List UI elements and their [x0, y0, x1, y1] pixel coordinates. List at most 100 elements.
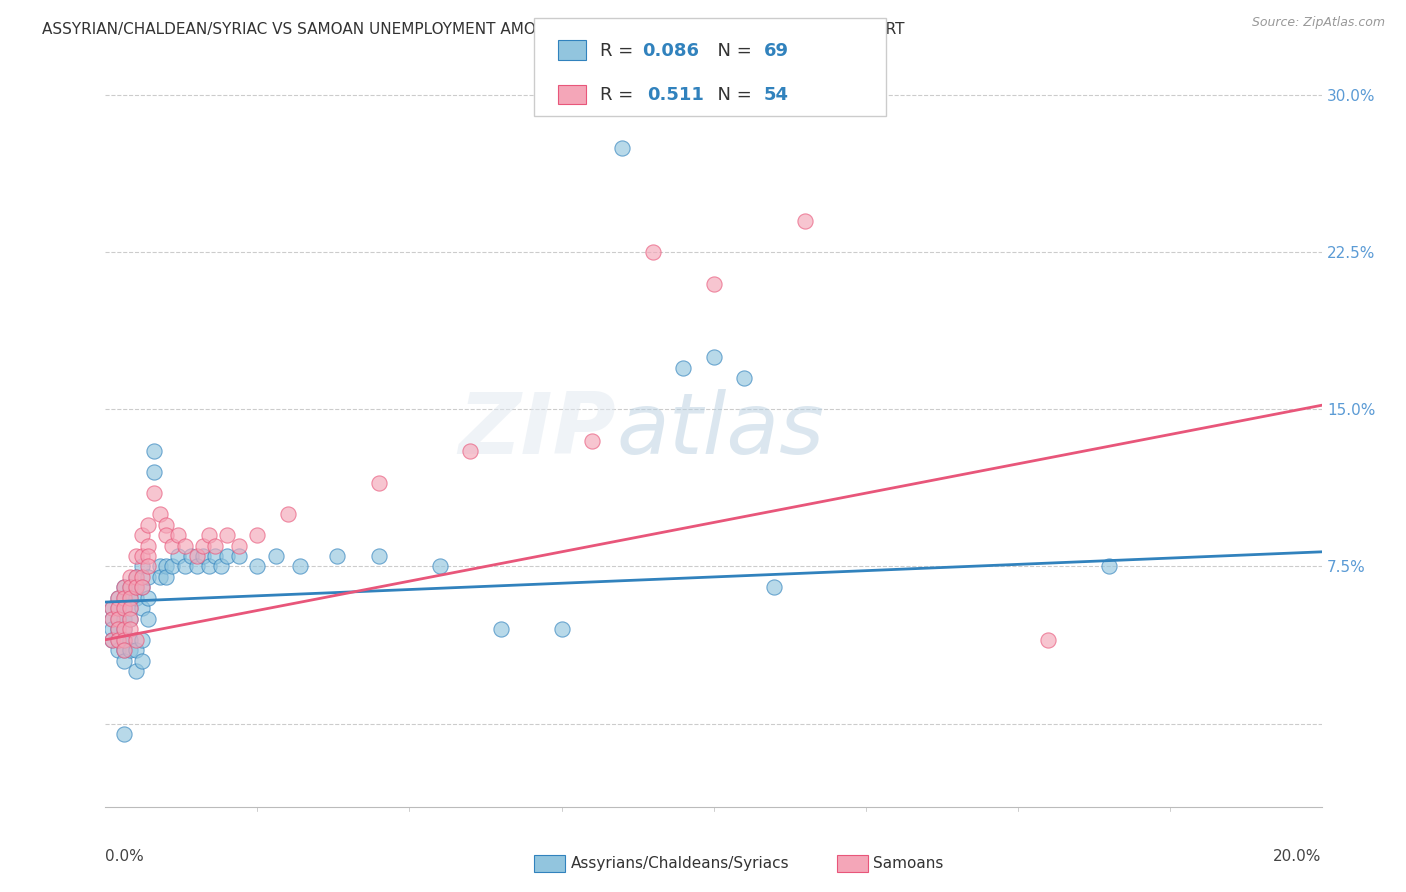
- Point: [763, 581, 786, 595]
- Point: [112, 632, 135, 647]
- Text: R =: R =: [600, 87, 645, 104]
- Point: [112, 654, 135, 668]
- Point: [107, 612, 129, 626]
- Point: [136, 612, 159, 626]
- Point: [702, 350, 725, 364]
- Point: [1036, 632, 1059, 647]
- Point: [118, 632, 141, 647]
- Point: [112, 622, 135, 636]
- Point: [131, 581, 153, 595]
- Point: [672, 360, 695, 375]
- Point: [209, 559, 232, 574]
- Point: [149, 507, 172, 521]
- Point: [118, 612, 141, 626]
- Point: [125, 581, 148, 595]
- Point: [155, 517, 177, 532]
- Point: [136, 591, 159, 605]
- Text: 0.0%: 0.0%: [105, 848, 145, 863]
- Point: [136, 559, 159, 574]
- Point: [125, 591, 148, 605]
- Point: [125, 581, 148, 595]
- Point: [198, 528, 221, 542]
- Point: [246, 528, 269, 542]
- Point: [167, 549, 190, 563]
- Point: [118, 601, 141, 615]
- Point: [149, 559, 172, 574]
- Point: [107, 591, 129, 605]
- Point: [112, 581, 135, 595]
- Point: [143, 465, 166, 479]
- Point: [143, 486, 166, 500]
- Point: [118, 643, 141, 657]
- Point: [100, 632, 122, 647]
- Point: [131, 654, 153, 668]
- Point: [112, 643, 135, 657]
- Point: [112, 601, 135, 615]
- Point: [112, 591, 135, 605]
- Point: [107, 643, 129, 657]
- Point: [246, 559, 269, 574]
- Point: [107, 601, 129, 615]
- Point: [458, 444, 481, 458]
- Point: [228, 539, 250, 553]
- Point: [112, 622, 135, 636]
- Point: [118, 591, 141, 605]
- Point: [118, 612, 141, 626]
- Point: [167, 528, 190, 542]
- Point: [228, 549, 250, 563]
- Point: [191, 549, 214, 563]
- Point: [118, 581, 141, 595]
- Point: [155, 528, 177, 542]
- Point: [131, 632, 153, 647]
- Text: 54: 54: [763, 87, 789, 104]
- Text: 0.086: 0.086: [643, 42, 700, 60]
- Point: [368, 475, 391, 490]
- Point: [107, 601, 129, 615]
- Point: [155, 570, 177, 584]
- Point: [131, 559, 153, 574]
- Point: [118, 622, 141, 636]
- Point: [325, 549, 347, 563]
- Point: [136, 549, 159, 563]
- Point: [173, 539, 195, 553]
- Point: [100, 632, 122, 647]
- Point: [162, 539, 184, 553]
- Point: [118, 570, 141, 584]
- Text: Samoans: Samoans: [873, 856, 943, 871]
- Point: [173, 559, 195, 574]
- Point: [429, 559, 451, 574]
- Point: [100, 612, 122, 626]
- Point: [136, 539, 159, 553]
- Point: [733, 371, 755, 385]
- Point: [793, 214, 815, 228]
- Point: [112, 601, 135, 615]
- Point: [612, 141, 634, 155]
- Point: [131, 601, 153, 615]
- Point: [277, 507, 299, 521]
- Point: [100, 601, 122, 615]
- Point: [131, 528, 153, 542]
- Point: [149, 570, 172, 584]
- Point: [125, 549, 148, 563]
- Point: [641, 245, 664, 260]
- Text: 20.0%: 20.0%: [1274, 848, 1322, 863]
- Point: [118, 601, 141, 615]
- Point: [112, 581, 135, 595]
- Point: [489, 622, 512, 636]
- Point: [131, 581, 153, 595]
- Point: [136, 570, 159, 584]
- Point: [100, 622, 122, 636]
- Text: Assyrians/Chaldeans/Syriacs: Assyrians/Chaldeans/Syriacs: [571, 856, 789, 871]
- Point: [100, 612, 122, 626]
- Point: [125, 570, 148, 584]
- Point: [125, 643, 148, 657]
- Point: [191, 539, 214, 553]
- Point: [112, 632, 135, 647]
- Point: [107, 612, 129, 626]
- Point: [204, 549, 226, 563]
- Point: [107, 632, 129, 647]
- Point: [125, 664, 148, 678]
- Point: [107, 622, 129, 636]
- Point: [125, 570, 148, 584]
- Point: [112, 612, 135, 626]
